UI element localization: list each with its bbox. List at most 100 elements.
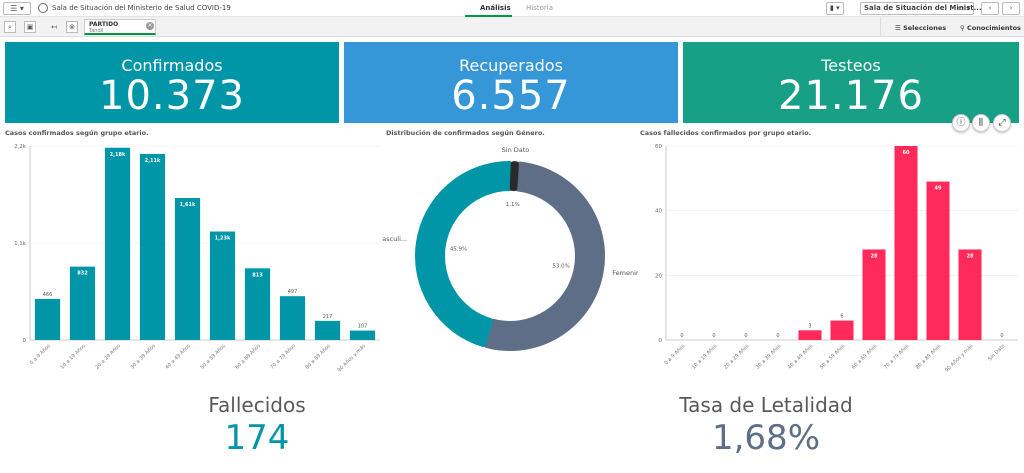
data-label: 813 [252, 272, 263, 278]
x-tick-label: 20 a 29 Años [723, 343, 751, 371]
tab-analisis[interactable]: Análisis [480, 4, 511, 12]
data-label: 0 [712, 333, 715, 339]
data-label: 1,23k [215, 236, 231, 242]
data-label: 6 [840, 314, 843, 320]
tab-historia[interactable]: Historia [526, 4, 553, 12]
bookmark-button[interactable]: ▮ ▾ [826, 2, 844, 15]
data-label: 832 [77, 271, 88, 277]
info-icon[interactable]: ⓘ [952, 114, 970, 132]
fallecidos-value: 174 [224, 418, 290, 458]
bar [34, 298, 61, 340]
filter-field-value: Tandil [89, 28, 104, 34]
genero-donut-chart[interactable]: 53.0% Femenino 45.9% Masculi... 1.1% Sin Dato [382, 138, 638, 388]
kpi-value: 21.176 [778, 73, 924, 119]
active-tab-indicator [465, 15, 512, 17]
kpi-value: 6.557 [451, 73, 571, 119]
y-tick-label: 40 [655, 209, 662, 215]
clear-selections-icon[interactable]: ⊗ [66, 21, 78, 33]
selections-tool-icon[interactable]: ▣ [24, 21, 36, 33]
slice-name-label: Masculi... [382, 235, 407, 243]
selection-toolbar [0, 17, 1024, 37]
bar [174, 198, 201, 340]
insights-icon: ⚲ [960, 24, 968, 32]
selecciones-button[interactable]: ☰ Selecciones [895, 24, 946, 32]
data-label: 107 [358, 324, 368, 330]
confirmados-bar-chart[interactable]: 0 1,1k 2,2k 466 0 a 9 Años 832 10 a 19 Años 2,1… [0, 138, 382, 388]
donut-slice [483, 161, 605, 351]
slice-percent-label: 45.9% [450, 246, 467, 252]
chart-title-genero: Distribución de confirmados según Género… [386, 129, 545, 137]
data-label: 3 [808, 323, 811, 329]
chart-title-fallecidos-edad: Casos fallecidos confirmados por grupo e… [640, 129, 812, 137]
sheet-selector[interactable]: Sala de Situación del Minist... ▭ ▾ [860, 2, 982, 15]
x-tick-label: 50 a 59 Años [819, 343, 847, 371]
x-tick-label: 0 a 9 Años [29, 343, 52, 366]
y-tick-label: 0 [659, 338, 663, 344]
x-tick-label: 90 Años y más [336, 342, 367, 373]
next-sheet-button[interactable]: › [1002, 2, 1020, 15]
bar [244, 268, 271, 340]
slice-percent-label: 53.0% [552, 263, 569, 269]
exploration-menu-icon[interactable]: ⫼ [972, 114, 990, 132]
data-label: 497 [288, 289, 298, 295]
filter-chip-partido[interactable]: PARTIDO Tandil × [84, 19, 156, 35]
bar [314, 320, 341, 340]
bar [104, 147, 131, 340]
x-tick-label: 60 a 69 Años [234, 343, 262, 371]
kpi-label: Confirmados [121, 56, 223, 75]
prev-sheet-button[interactable]: ‹ [981, 2, 999, 15]
bar [798, 330, 822, 340]
x-tick-label: 10 a 19 Años [59, 343, 87, 371]
data-label: 2,18k [110, 152, 126, 158]
x-tick-label: 60 a 69 Años [851, 343, 879, 371]
bar [926, 181, 950, 340]
donut-slice [415, 161, 513, 347]
bar [862, 249, 886, 340]
screen-icon: ▭ ▾ [957, 4, 970, 12]
kpi-confirmados[interactable]: Confirmados 10.373 [5, 42, 339, 123]
bar [349, 330, 376, 340]
y-tick-label: 0 [23, 338, 27, 344]
bar [209, 231, 236, 340]
menu-button[interactable]: ☰ ▾ [3, 2, 31, 15]
kpi-label: Testeos [821, 56, 881, 75]
x-tick-label: 80 a 89 Años [915, 343, 943, 371]
bar [958, 249, 982, 340]
data-label: 217 [323, 314, 333, 320]
top-bar: ☰ ▾ Sala de Situación del Ministerio de … [0, 0, 1024, 17]
chart-title-confirmados-edad: Casos confirmados según grupo etario. [5, 129, 149, 137]
data-label: 49 [935, 186, 942, 192]
y-tick-label: 1,1k [14, 241, 27, 247]
bar [279, 296, 306, 340]
kpi-label: Recuperados [459, 56, 563, 75]
slice-name-label: Sin Dato [502, 146, 530, 154]
data-label: 1,61k [180, 202, 196, 208]
tasa-letalidad-value: 1,68% [711, 418, 820, 458]
data-label: 60 [903, 150, 910, 156]
tasa-letalidad-label: Tasa de Letalidad [679, 393, 853, 417]
kpi-testeos[interactable]: Testeos 21.176 [683, 42, 1019, 123]
app-title: Sala de Situación del Ministerio de Salu… [52, 4, 231, 12]
x-tick-label: 70 a 79 Años [269, 343, 297, 371]
x-tick-label: 80 a 89 Años [304, 343, 332, 371]
data-label: 0 [744, 333, 747, 339]
conocimientos-button[interactable]: ⚲ Conocimientos [960, 24, 1021, 32]
slice-name-label: Femenino [612, 269, 638, 277]
globe-icon [38, 3, 48, 13]
x-tick-label: 50 a 59 Años [199, 343, 227, 371]
data-label: 2,11k [145, 158, 161, 164]
x-tick-label: 70 a 79 Años [883, 343, 911, 371]
kpi-recuperados[interactable]: Recuperados 6.557 [344, 42, 678, 123]
x-tick-label: 10 a 19 Años [691, 343, 719, 371]
close-icon[interactable]: × [146, 22, 154, 30]
y-tick-label: 60 [655, 144, 662, 150]
kpi-value: 10.373 [99, 73, 245, 119]
data-label: 0 [680, 333, 683, 339]
expand-icon[interactable]: ⤢ [993, 114, 1011, 132]
step-back-icon[interactable]: ↤ [51, 23, 57, 31]
data-label: 0 [1000, 333, 1003, 339]
smart-search-icon[interactable]: ⌕ [4, 21, 16, 33]
data-label: 28 [871, 253, 878, 259]
x-tick-label: 40 a 49 Años [164, 343, 192, 371]
